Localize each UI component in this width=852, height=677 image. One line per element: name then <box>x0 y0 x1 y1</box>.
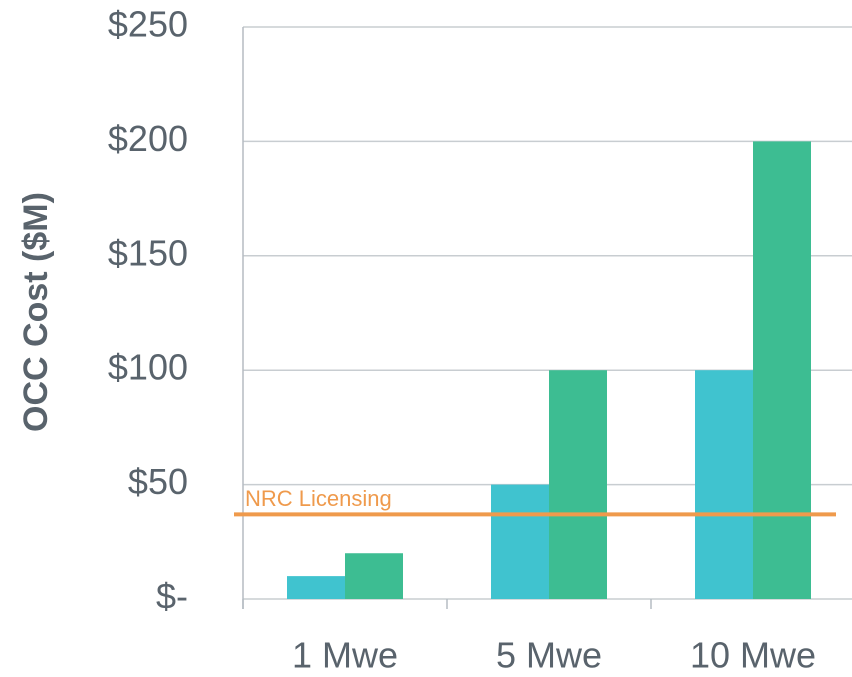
bar <box>287 576 345 599</box>
y-tick-label: $- <box>156 576 188 617</box>
reference-label: NRC Licensing <box>245 486 392 511</box>
bar <box>549 370 607 599</box>
x-tick-label: 10 Mwe <box>690 635 816 676</box>
x-tick-label: 1 Mwe <box>292 635 398 676</box>
bar <box>695 370 753 599</box>
bar <box>753 141 811 599</box>
y-tick-label: $200 <box>108 118 188 159</box>
bar <box>491 484 549 599</box>
y-tick-label: $100 <box>108 347 188 388</box>
y-tick-label: $250 <box>108 4 188 45</box>
y-tick-label: $150 <box>108 232 188 273</box>
bar <box>345 553 403 599</box>
x-tick-label: 5 Mwe <box>496 635 602 676</box>
y-tick-label: $50 <box>128 461 188 502</box>
y-axis-label: OCC Cost ($M) <box>17 192 55 432</box>
